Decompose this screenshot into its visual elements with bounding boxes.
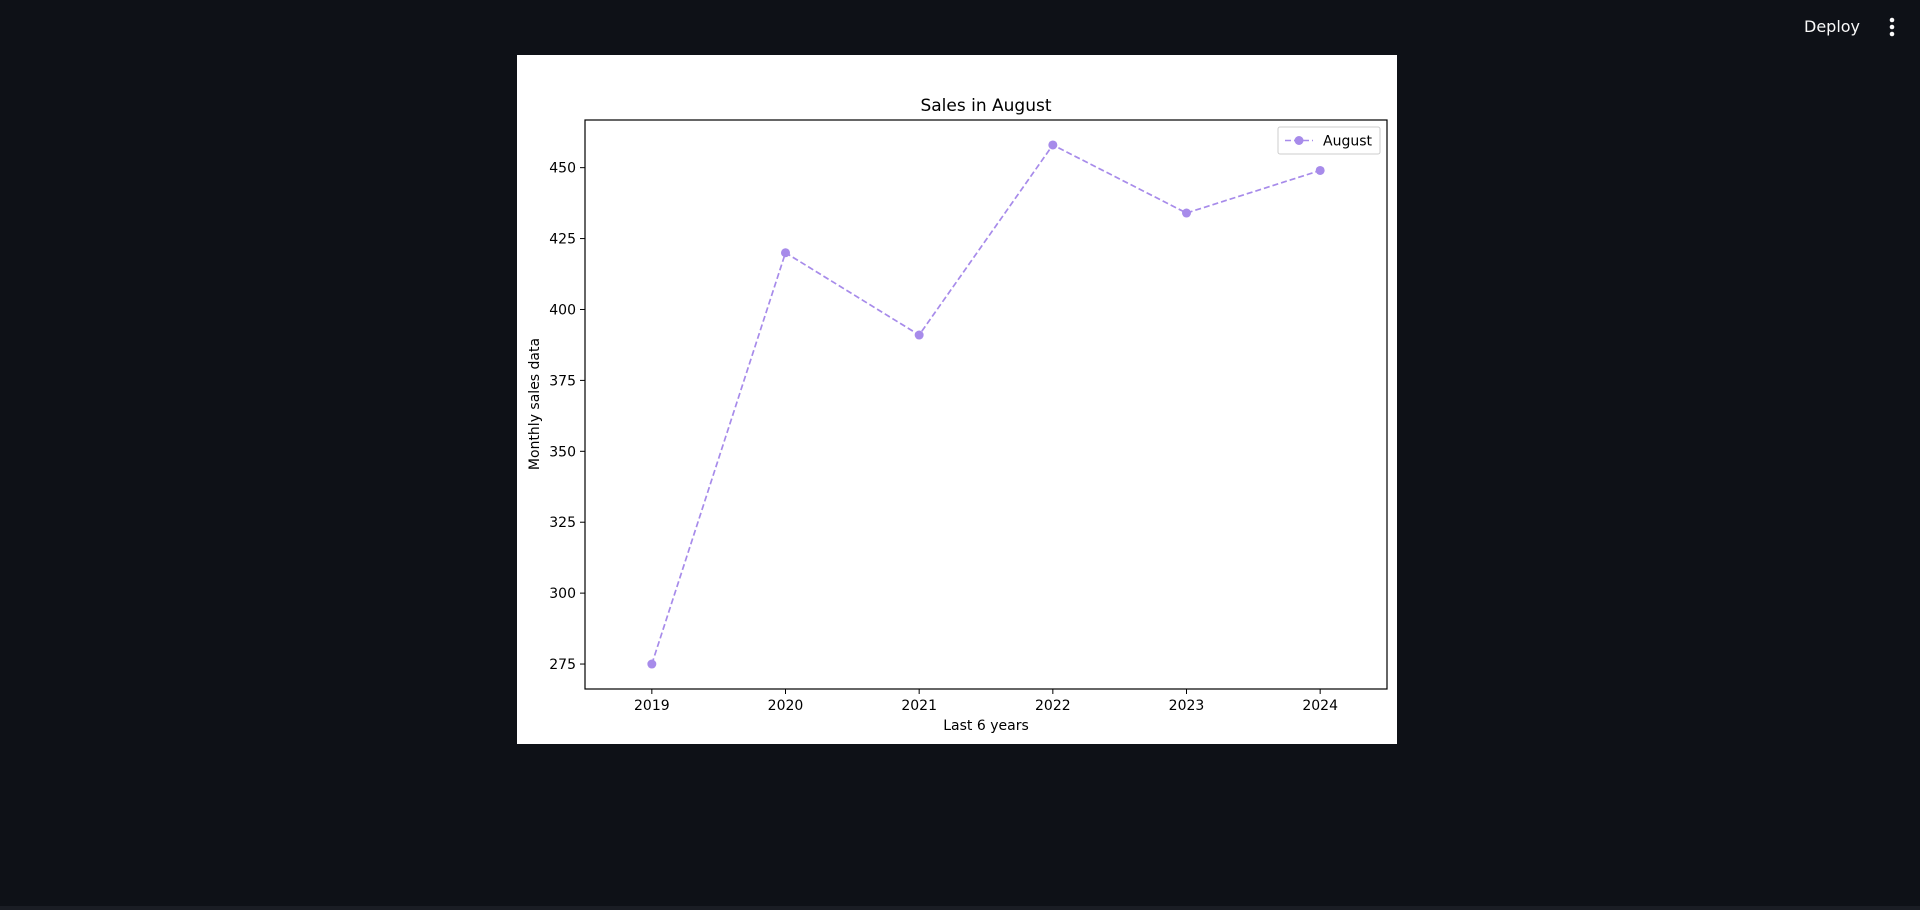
y-tick-label: 275 <box>549 657 576 673</box>
x-tick-label: 2020 <box>768 698 804 714</box>
data-point <box>914 330 924 340</box>
x-tick-label: 2022 <box>1035 698 1071 714</box>
y-tick-label: 375 <box>549 373 576 389</box>
x-tick-label: 2021 <box>901 698 937 714</box>
x-tick-label: 2019 <box>634 698 670 714</box>
y-tick-label: 400 <box>549 302 576 318</box>
vertical-ellipsis-icon <box>1889 17 1895 37</box>
series-line-august <box>651 143 1321 665</box>
legend-label: August <box>1323 134 1373 150</box>
app-header: Deploy <box>0 0 1920 56</box>
plot-area <box>585 120 1387 689</box>
y-tick-label: 300 <box>549 586 576 602</box>
x-tick-label: 2024 <box>1302 698 1338 714</box>
x-tick-label: 2023 <box>1169 698 1205 714</box>
data-point <box>781 248 790 258</box>
legend: August <box>1277 126 1381 155</box>
main-menu-button[interactable] <box>1880 10 1904 44</box>
plot-frame <box>584 119 1388 690</box>
deploy-button[interactable]: Deploy <box>1794 12 1870 42</box>
data-point <box>1182 208 1191 218</box>
legend-marker <box>1294 136 1304 145</box>
y-tick-label: 350 <box>549 444 576 460</box>
x-axis: 2019 2020 2021 2022 2023 2024 <box>634 689 1338 714</box>
data-point <box>1048 140 1058 150</box>
chart-figure: Sales in August 275 300 325 350 375 400 425 450… <box>517 55 1397 744</box>
y-tick-label: 450 <box>549 161 576 177</box>
x-axis-title: Last 6 years <box>943 718 1029 734</box>
data-point <box>647 659 657 669</box>
y-axis-title: Monthly sales data <box>527 338 543 470</box>
chart-title: Sales in August <box>920 96 1051 116</box>
legend-box <box>1277 126 1381 155</box>
y-tick-label: 425 <box>549 232 576 248</box>
bottom-strip <box>0 906 1920 910</box>
y-axis: 275 300 325 350 375 400 425 450 <box>549 161 585 673</box>
line-chart: Sales in August 275 300 325 350 375 400 425 450… <box>527 96 1388 734</box>
series-layer <box>647 140 1325 669</box>
data-point <box>1315 165 1325 175</box>
y-tick-label: 325 <box>549 515 576 531</box>
